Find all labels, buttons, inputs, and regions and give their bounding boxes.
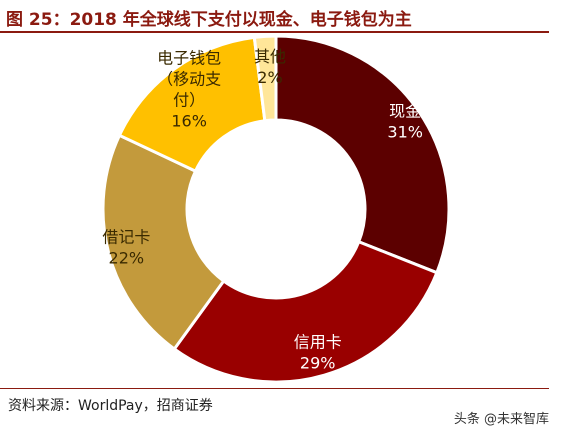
donut-slice-2 (101, 133, 226, 352)
slice-percent-2: 22% (109, 249, 145, 268)
slice-label-4: 其他 2% (254, 47, 286, 87)
slice-percent-0: 31% (387, 122, 423, 141)
source-note: 资料来源：WorldPay，招商证券 (8, 398, 213, 414)
slice-label-2: 借记卡 22% (102, 228, 150, 268)
slice-percent-4: 2% (257, 68, 282, 87)
figure-title: 图 25：2018 年全球线下支付以现金、电子钱包为主 (6, 10, 412, 30)
slice-label-0: 现金 31% (387, 101, 423, 141)
slice-name-3: 付） (173, 91, 205, 110)
slice-percent-3: 16% (171, 112, 207, 131)
donut-slice-4 (252, 34, 278, 123)
title-rule (0, 31, 549, 33)
slice-name-1: 信用卡 (294, 333, 342, 352)
slice-label-1: 信用卡 29% (294, 333, 342, 373)
donut-slice-1 (172, 239, 439, 384)
donut-slice-0 (274, 34, 451, 275)
slice-name-3: （移动支 (157, 70, 221, 89)
slice-name-0: 现金 (389, 101, 421, 120)
slice-name-3: 电子钱包 (157, 49, 221, 68)
slice-name-2: 借记卡 (102, 228, 150, 247)
slice-name-4: 其他 (254, 47, 286, 66)
watermark: 头条 @未来智库 (453, 412, 549, 427)
slice-percent-1: 29% (300, 354, 336, 373)
source-rule (0, 388, 549, 389)
